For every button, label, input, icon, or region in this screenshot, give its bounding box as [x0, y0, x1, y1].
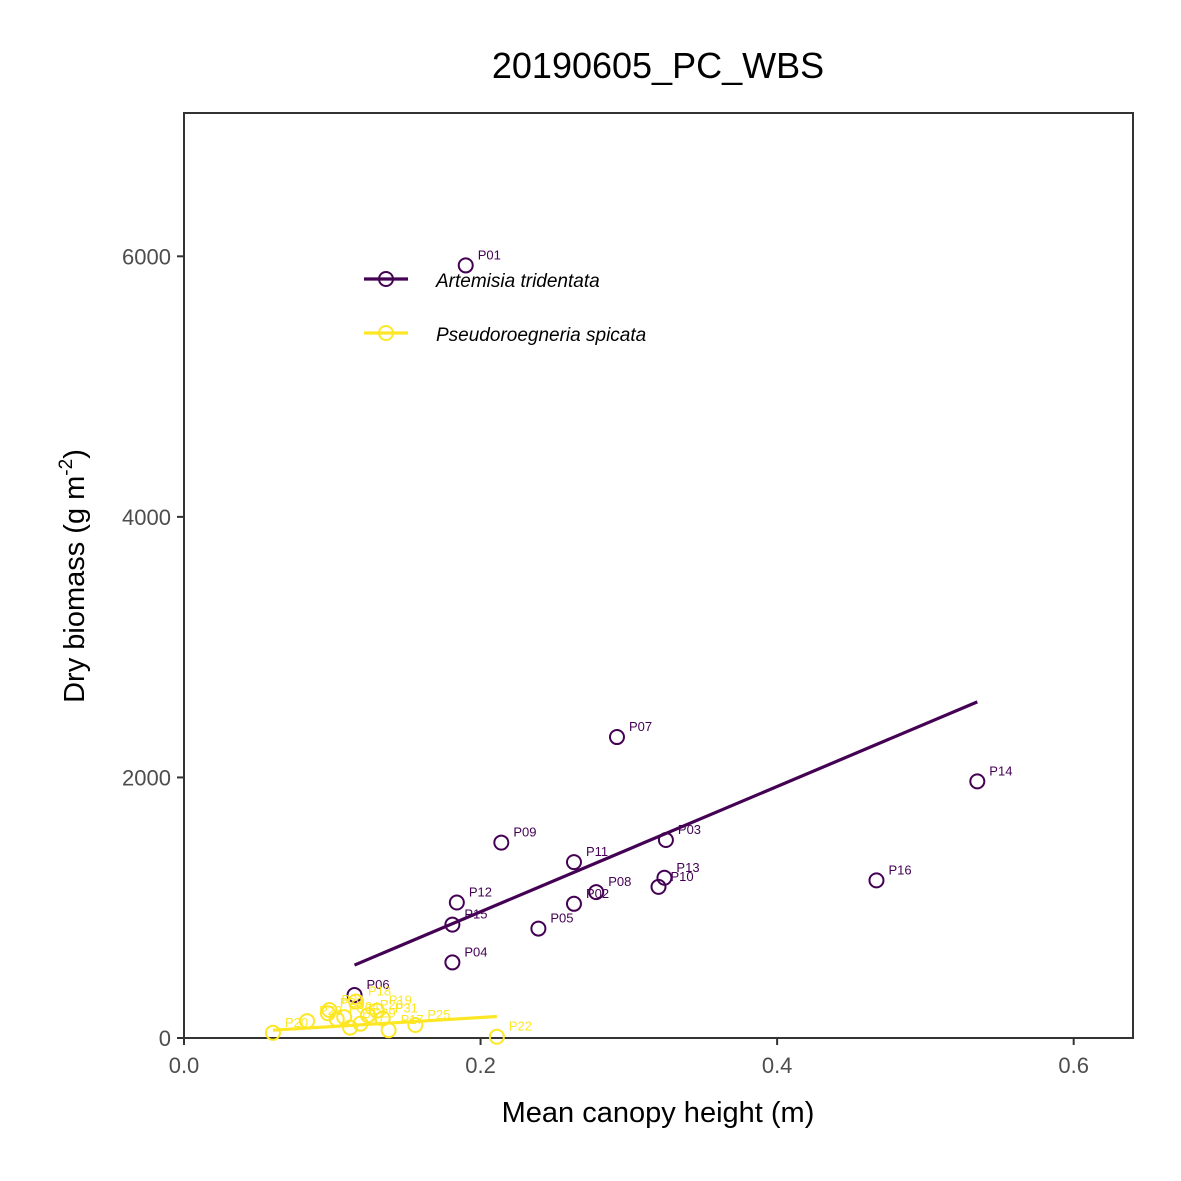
- data-point: [448, 894, 465, 911]
- data-point: [457, 257, 474, 274]
- y-axis-label-exponent: -2: [56, 459, 77, 476]
- data-point: [565, 854, 582, 871]
- chart-title: 20190605_PC_WBS: [492, 45, 824, 86]
- legend-key-point: [378, 325, 394, 341]
- data-point: [264, 1024, 281, 1041]
- data-point: [488, 1028, 505, 1045]
- plot-panel: [183, 112, 1134, 1039]
- point-label: P21: [341, 992, 364, 1007]
- point-label: P08: [608, 874, 631, 889]
- data-point: [342, 1019, 359, 1036]
- legend-item-1: Pseudoroegneria spicata: [364, 325, 646, 346]
- data-point: [328, 1011, 345, 1028]
- x-tick-label: 0.4: [762, 1053, 793, 1078]
- axes-layer: 0.0 0.2 0.4 0.6 0 2000 4000 6000: [122, 244, 1089, 1078]
- point-label: P31: [395, 1000, 418, 1015]
- point-label: P22: [509, 1019, 532, 1034]
- point-label: P02: [586, 886, 609, 901]
- legend-label: Pseudoroegneria spicata: [436, 325, 646, 346]
- data-point: [444, 954, 461, 971]
- data-point: [444, 916, 461, 933]
- y-tick-label: 4000: [122, 505, 171, 530]
- data-point: [650, 878, 667, 895]
- y-tick-label: 0: [159, 1026, 171, 1051]
- point-label: P03: [678, 822, 701, 837]
- data-point: [348, 993, 365, 1010]
- y-axis-label: Dry biomass (g m-2): [56, 449, 91, 703]
- data-point: [346, 987, 363, 1004]
- point-label: P16: [888, 862, 911, 877]
- data-point: [608, 729, 625, 746]
- point-label: P10: [671, 869, 694, 884]
- point-label: P04: [464, 944, 487, 959]
- point-label: P15: [464, 907, 487, 922]
- point-label: P09: [513, 825, 536, 840]
- data-point: [868, 872, 885, 889]
- point-label: P26: [380, 997, 403, 1012]
- legend-key-point: [378, 271, 394, 287]
- x-tick-label: 0.6: [1058, 1053, 1089, 1078]
- point-label: P30: [349, 1001, 372, 1016]
- data-point: [374, 1010, 391, 1027]
- y-axis-label-close: ): [59, 449, 91, 459]
- data-point: [530, 920, 547, 937]
- y-tick-label: 2000: [122, 765, 171, 790]
- point-label: P06: [367, 977, 390, 992]
- data-point: [299, 1013, 316, 1030]
- data-point: [407, 1016, 424, 1033]
- data-point: [657, 831, 674, 848]
- x-tick-label: 0.2: [465, 1053, 496, 1078]
- point-label: P11: [586, 844, 608, 859]
- point-label: P12: [469, 885, 492, 900]
- data-point: [588, 884, 605, 901]
- point-label: P07: [629, 719, 652, 734]
- point-label: P01: [478, 247, 501, 262]
- x-axis-label: Mean canopy height (m): [502, 1097, 815, 1129]
- point-label: P28: [340, 995, 363, 1010]
- point-label: P14: [989, 763, 1012, 778]
- point-label: P25: [427, 1007, 450, 1022]
- legend: Artemisia tridentata Pseudoroegneria spic…: [364, 271, 646, 346]
- point-label: P05: [550, 911, 573, 926]
- x-tick-label: 0.0: [169, 1053, 200, 1078]
- point-label: P17: [401, 1012, 424, 1027]
- point-label: P13: [676, 860, 699, 875]
- data-point: [969, 773, 986, 790]
- legend-item-0: Artemisia tridentata: [364, 271, 600, 292]
- y-axis-label-main: Dry biomass (g m: [59, 476, 91, 703]
- point-label: P19: [389, 993, 412, 1008]
- point-label: P18: [368, 984, 391, 999]
- y-tick-label: 6000: [122, 244, 171, 269]
- data-point: [352, 1015, 369, 1032]
- data-point: [565, 895, 582, 912]
- data-point: [493, 834, 510, 851]
- legend-label: Artemisia tridentata: [435, 271, 600, 292]
